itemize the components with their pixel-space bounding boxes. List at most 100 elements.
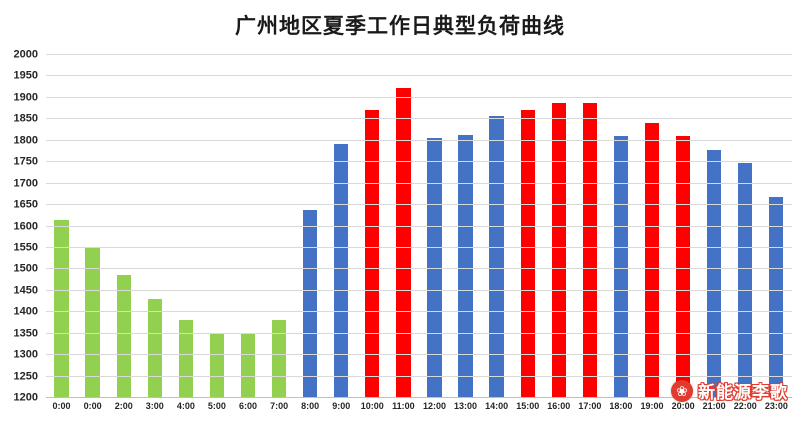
- y-axis-label: 1900: [13, 91, 38, 104]
- bar-slot: [761, 55, 792, 398]
- bar-18:00-18: [613, 135, 629, 398]
- bar-slot: [295, 55, 326, 398]
- gridline: [46, 354, 792, 356]
- y-axis-label: 1950: [13, 69, 38, 82]
- y-axis-label: 1550: [13, 241, 38, 254]
- bar-22:00-22: [738, 163, 753, 398]
- x-axis-label: 20:00: [671, 401, 695, 411]
- y-axis-label: 2000: [13, 48, 38, 61]
- bar-9:00-9: [334, 143, 349, 398]
- bar-3:00-3: [147, 299, 162, 398]
- y-axis-label: 1750: [13, 155, 38, 168]
- bar-16:00-16: [551, 103, 566, 398]
- bar-6:00-6: [240, 333, 256, 398]
- gridline: [46, 289, 792, 291]
- bar-0:00-0: [54, 220, 69, 398]
- bar-slot: [668, 55, 699, 398]
- bar-20:00-20: [675, 136, 691, 398]
- bar-slot: [357, 55, 388, 398]
- y-axis-label: 1650: [13, 198, 38, 211]
- plot-area: [46, 54, 792, 398]
- gridline: [46, 54, 792, 55]
- y-axis: 2000 1950 1900 1850 1800 1750 1700 1650 1600 1550…: [0, 49, 42, 403]
- bar-0:00-1: [85, 247, 100, 398]
- gridline: [46, 139, 792, 141]
- gridline: [46, 96, 792, 98]
- bar-4:00-4: [178, 319, 193, 398]
- y-axis-label: 1800: [13, 134, 38, 147]
- bar-13:00-13: [458, 135, 473, 398]
- y-axis-label: 1400: [13, 305, 38, 318]
- y-axis-label: 1600: [13, 220, 38, 232]
- bar-5:00-5: [209, 333, 225, 398]
- bar-15:00-15: [520, 109, 535, 398]
- bar-14:00-14: [489, 116, 504, 398]
- bar-slot: [481, 55, 512, 398]
- bar-slot: [543, 55, 574, 398]
- x-axis-label: 3:00: [145, 401, 164, 411]
- bar-slot: [232, 55, 263, 398]
- bar-19:00-19: [644, 123, 660, 398]
- x-axis-label: 21:00: [702, 401, 726, 411]
- x-axis-label: 22:00: [733, 401, 757, 411]
- gridline: [46, 75, 792, 77]
- bar-10:00-10: [365, 109, 380, 398]
- gridline: [46, 182, 792, 184]
- x-axis-label: 6:00: [239, 401, 258, 411]
- bar-23:00-23: [769, 196, 784, 398]
- x-axis-label: 18:00: [609, 401, 633, 411]
- x-axis-label: 8:00: [301, 401, 320, 411]
- bar-slot: [636, 55, 667, 398]
- bar-8:00-8: [303, 210, 318, 398]
- gridline: [46, 375, 792, 377]
- x-axis-label: 2:00: [114, 401, 133, 411]
- gridline: [46, 225, 792, 227]
- bar-slot: [46, 55, 77, 398]
- watermark: ❀ 新能源李歌: [671, 378, 788, 403]
- x-axis: 0:00 0:00 2:00 3:00 4:00 5:00 6:00 7:00 8:00 9:00…: [46, 401, 792, 411]
- bar-7:00-7: [271, 319, 287, 398]
- x-axis-label: 14:00: [485, 401, 509, 411]
- y-axis-label: 1700: [13, 177, 38, 190]
- bar-slot: [264, 55, 295, 398]
- x-axis-label: 16:00: [547, 401, 571, 411]
- y-axis-label: 1350: [13, 327, 38, 340]
- x-axis-label: 0:00: [52, 401, 71, 411]
- x-axis-line: [46, 397, 792, 398]
- y-axis-label: 1450: [13, 284, 38, 297]
- gridline: [46, 161, 792, 163]
- y-axis-label: 1200: [13, 391, 38, 404]
- bar-slot: [108, 55, 139, 398]
- x-axis-label: 19:00: [640, 401, 664, 411]
- bar-2:00-2: [116, 274, 131, 398]
- bar-slot: [730, 55, 761, 398]
- x-axis-label: 15:00: [516, 401, 540, 411]
- x-axis-label: 23:00: [764, 401, 788, 411]
- x-axis-label: 13:00: [454, 401, 478, 411]
- bar-slot: [512, 55, 543, 398]
- gridline: [46, 246, 792, 248]
- x-axis-label: 11:00: [392, 401, 415, 411]
- bar-slot: [388, 55, 419, 398]
- x-axis-label: 4:00: [176, 401, 195, 411]
- y-axis-label: 1300: [13, 348, 38, 361]
- x-axis-label: 12:00: [422, 401, 446, 411]
- x-axis-label: 17:00: [578, 401, 602, 411]
- bar-slot: [574, 55, 605, 398]
- bar-slot: [77, 55, 108, 398]
- x-axis-label: 10:00: [360, 401, 384, 411]
- bar-series: [46, 55, 792, 398]
- y-axis-label: 1250: [13, 370, 38, 383]
- bar-11:00-11: [396, 88, 411, 398]
- bar-slot: [170, 55, 201, 398]
- watermark-text: 新能源李歌: [698, 383, 788, 402]
- bar-slot: [419, 55, 450, 398]
- y-axis-label: 1850: [13, 112, 38, 125]
- chart-title: 广州地区夏季工作日典型负荷曲线: [235, 15, 565, 38]
- gridline: [46, 118, 792, 120]
- bar-slot: [699, 55, 730, 398]
- bar-slot: [326, 55, 357, 398]
- bar-slot: [201, 55, 232, 398]
- x-axis-label: 7:00: [270, 401, 289, 411]
